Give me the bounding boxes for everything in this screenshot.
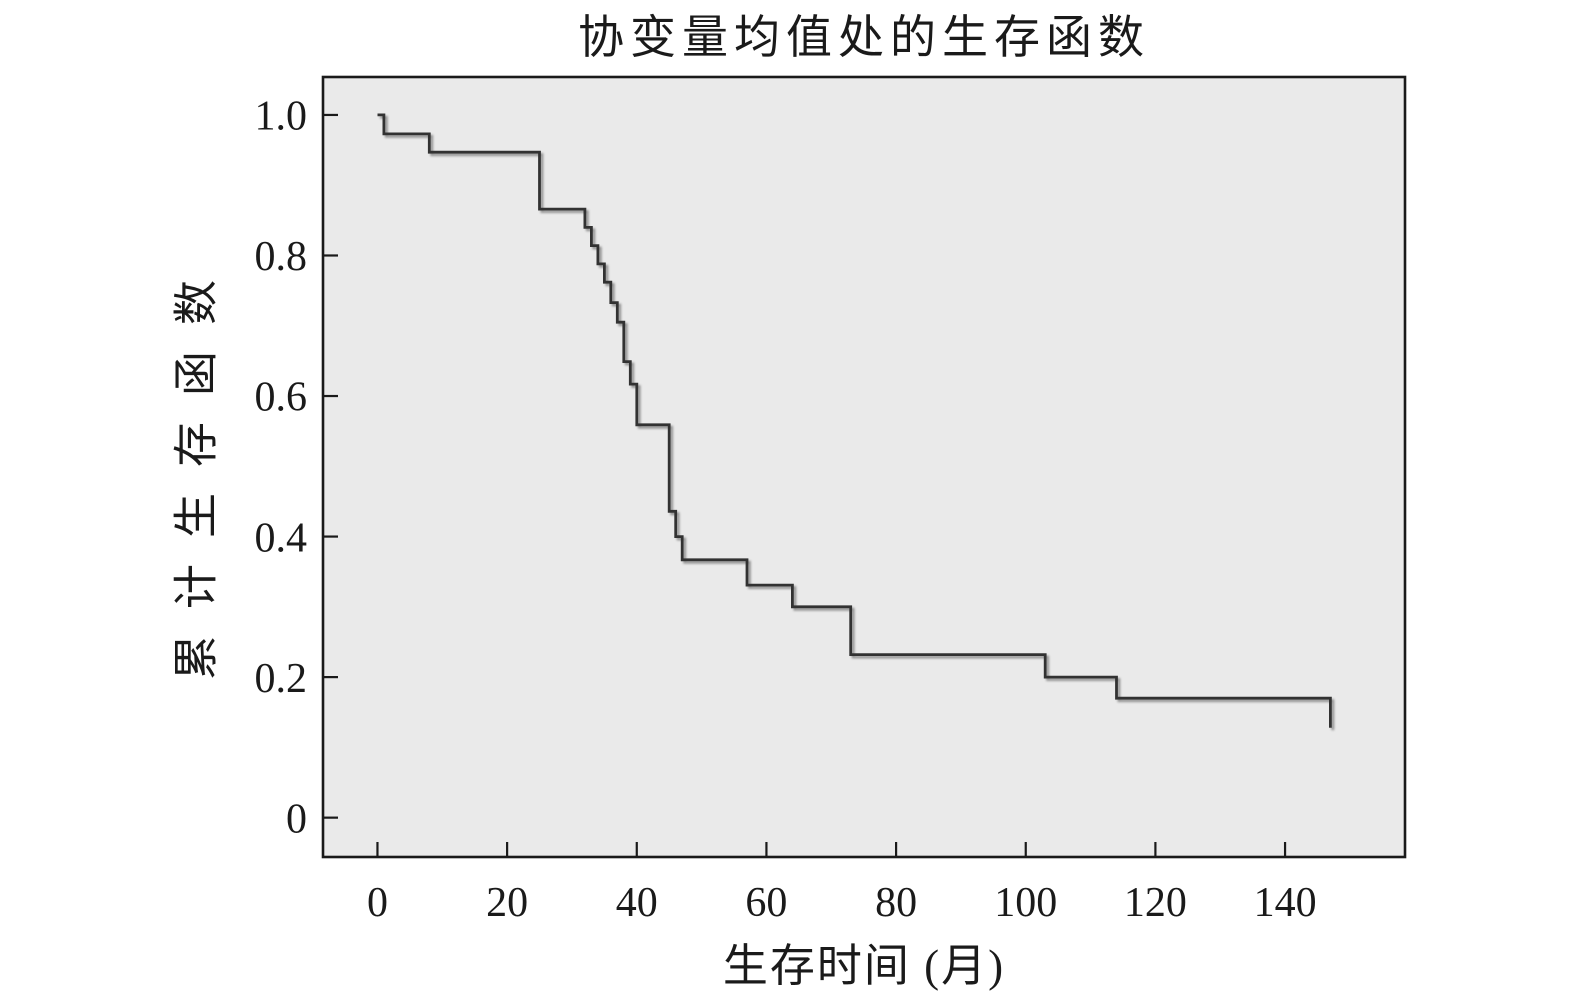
y-tick-label: 0.6 [255, 375, 308, 421]
x-tick-label: 60 [745, 880, 787, 926]
x-tick-label: 80 [875, 880, 917, 926]
plot-background [323, 77, 1405, 857]
x-tick-label: 20 [486, 880, 528, 926]
y-tick-label: 0.4 [255, 515, 308, 561]
chart-title: 协变量均值处的生存函数 [578, 12, 1150, 63]
y-tick-label: 0.8 [255, 234, 308, 280]
y-tick-label: 0 [286, 796, 307, 842]
x-tick-label: 120 [1124, 880, 1187, 926]
x-tick-label: 100 [994, 880, 1057, 926]
x-tick-label: 40 [616, 880, 658, 926]
x-tick-label: 140 [1254, 880, 1317, 926]
x-tick-label: 0 [367, 880, 388, 926]
y-axis-title: 累计生存函数 [171, 253, 222, 681]
y-tick-label: 0.2 [255, 656, 308, 702]
survival-step-curve [377, 113, 1332, 728]
x-axis-title: 生存时间 (月) [722, 941, 1006, 991]
plot-frame [321, 75, 1407, 859]
y-tick-label: 1.0 [255, 94, 308, 140]
